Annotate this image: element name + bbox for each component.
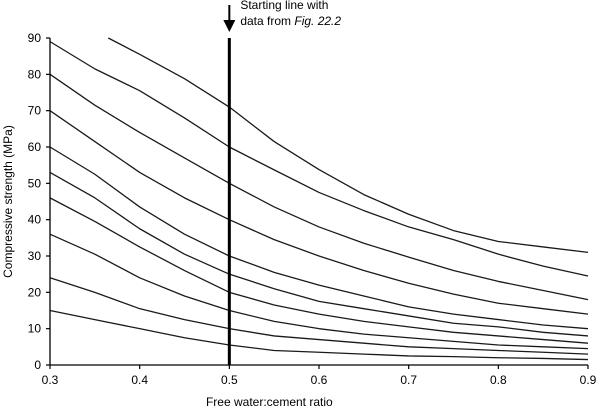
- x-tick-label: 0.3: [42, 373, 59, 387]
- x-tick-label: 0.9: [580, 373, 597, 387]
- strength-curve-4: [49, 110, 589, 315]
- y-tick-label: 20: [28, 285, 42, 299]
- annotation-text-line1: Starting line with: [240, 0, 328, 12]
- y-tick-label: 80: [28, 67, 42, 81]
- y-tick-label: 70: [28, 104, 42, 118]
- x-tick-label: 0.4: [131, 373, 148, 387]
- x-tick-label: 0.6: [311, 373, 328, 387]
- ticks-layer: 0 10 20 30 40 50 60 70 80 90 0.3 0.4 0.5 0.6 0.7 0.8 0.9: [28, 31, 597, 387]
- y-axis-title: Compressive strength (MPa): [1, 125, 15, 278]
- x-axis-title: Free water:cement ratio: [206, 395, 333, 409]
- y-tick-label: 0: [34, 358, 41, 372]
- strength-curve-6: [49, 171, 589, 337]
- strength-curve-9: [49, 277, 589, 355]
- y-tick-label: 30: [28, 249, 42, 263]
- strength-curve-7: [49, 197, 589, 344]
- strength-curve-1: [107, 37, 589, 254]
- strength-curve-3: [49, 73, 589, 301]
- curves-layer: [49, 37, 589, 361]
- y-tick-label: 40: [28, 213, 42, 227]
- y-tick-label: 90: [28, 31, 42, 45]
- strength-curve-8: [49, 233, 589, 350]
- x-tick-label: 0.7: [400, 373, 417, 387]
- annotation-prefix: data from: [240, 14, 294, 28]
- y-tick-label: 50: [28, 176, 42, 190]
- starting-arrow-head: [223, 20, 236, 32]
- y-tick-label: 10: [28, 322, 42, 336]
- strength-curve-2: [49, 41, 589, 277]
- x-tick-label: 0.5: [221, 373, 238, 387]
- y-tick-label: 60: [28, 140, 42, 154]
- x-tick-label: 0.8: [490, 373, 507, 387]
- strength-curve-10: [49, 309, 589, 361]
- strength-curve-5: [49, 146, 589, 330]
- annotation-figure-ref: Fig. 22.2: [294, 14, 341, 28]
- annotation-text-line2: data from Fig. 22.2: [240, 14, 341, 28]
